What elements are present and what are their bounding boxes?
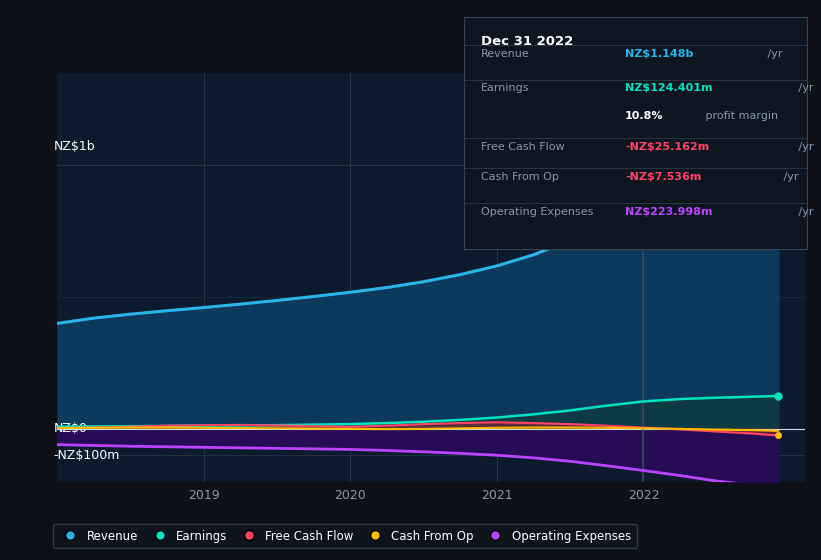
Text: NZ$124.401m: NZ$124.401m bbox=[625, 83, 713, 94]
Text: NZ$0: NZ$0 bbox=[53, 422, 88, 435]
Text: NZ$1.148b: NZ$1.148b bbox=[625, 49, 694, 59]
Text: /yr: /yr bbox=[795, 142, 814, 152]
Text: -NZ$25.162m: -NZ$25.162m bbox=[625, 142, 709, 152]
Text: /yr: /yr bbox=[795, 207, 814, 217]
Text: profit margin: profit margin bbox=[703, 111, 778, 122]
Text: Dec 31 2022: Dec 31 2022 bbox=[481, 35, 573, 48]
Text: Free Cash Flow: Free Cash Flow bbox=[481, 142, 565, 152]
Text: -NZ$7.536m: -NZ$7.536m bbox=[625, 172, 701, 182]
Text: /yr: /yr bbox=[780, 172, 798, 182]
Text: 10.8%: 10.8% bbox=[625, 111, 663, 122]
Text: /yr: /yr bbox=[795, 83, 814, 94]
Legend: Revenue, Earnings, Free Cash Flow, Cash From Op, Operating Expenses: Revenue, Earnings, Free Cash Flow, Cash … bbox=[53, 524, 637, 548]
Text: NZ$223.998m: NZ$223.998m bbox=[625, 207, 713, 217]
Text: Cash From Op: Cash From Op bbox=[481, 172, 559, 182]
Text: Operating Expenses: Operating Expenses bbox=[481, 207, 594, 217]
Text: /yr: /yr bbox=[764, 49, 782, 59]
Text: NZ$1b: NZ$1b bbox=[53, 140, 95, 153]
Text: -NZ$100m: -NZ$100m bbox=[53, 449, 120, 462]
Text: Earnings: Earnings bbox=[481, 83, 530, 94]
Text: Revenue: Revenue bbox=[481, 49, 530, 59]
